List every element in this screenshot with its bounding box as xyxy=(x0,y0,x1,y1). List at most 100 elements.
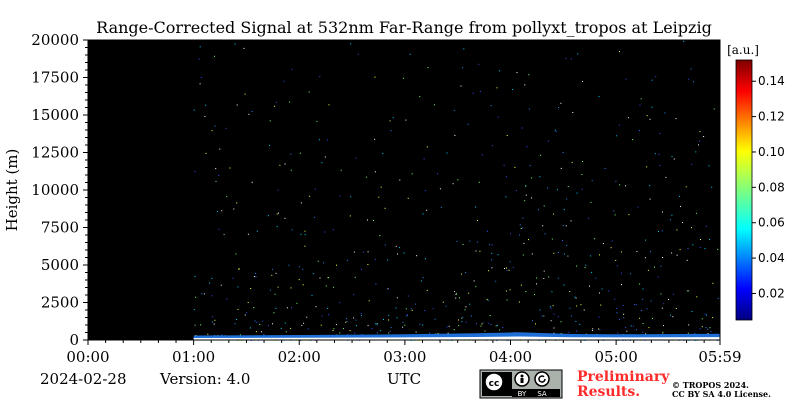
signal-speckle xyxy=(645,239,646,241)
signal-speckle xyxy=(339,332,341,334)
signal-speckle xyxy=(700,239,701,240)
signal-speckle xyxy=(407,295,409,297)
signal-speckle xyxy=(711,186,713,188)
signal-speckle xyxy=(705,327,707,329)
signal-speckle xyxy=(203,293,205,295)
signal-speckle xyxy=(255,331,257,333)
signal-speckle xyxy=(422,277,424,279)
signal-speckle xyxy=(699,328,701,330)
signal-speckle xyxy=(522,217,524,219)
signal-speckle xyxy=(570,315,572,317)
signal-speckle xyxy=(582,161,584,162)
signal-speckle xyxy=(532,320,533,322)
signal-speckle xyxy=(468,292,470,294)
signal-speckle xyxy=(497,116,499,118)
signal-speckle xyxy=(523,242,525,244)
signal-speckle xyxy=(712,282,714,284)
signal-speckle xyxy=(324,231,326,233)
signal-speckle xyxy=(680,205,681,207)
colorbar-tick-label: 0.14 xyxy=(758,74,785,88)
signal-speckle xyxy=(415,331,417,333)
signal-speckle xyxy=(611,240,613,242)
sa-icon xyxy=(534,371,550,387)
signal-speckle xyxy=(475,206,476,208)
signal-speckle xyxy=(215,168,217,170)
signal-speckle xyxy=(234,43,236,45)
colorbar-tick-label: 0.04 xyxy=(758,251,785,265)
signal-speckle xyxy=(209,282,211,284)
signal-speckle xyxy=(650,250,651,252)
signal-speckle xyxy=(238,268,240,270)
signal-speckle xyxy=(671,252,673,254)
signal-speckle xyxy=(472,92,474,94)
signal-speckle xyxy=(273,105,275,107)
signal-speckle xyxy=(326,139,328,141)
signal-speckle xyxy=(591,180,593,182)
signal-speckle xyxy=(640,98,642,100)
signal-speckle xyxy=(415,303,417,305)
signal-speckle xyxy=(268,325,269,327)
signal-speckle xyxy=(683,40,685,42)
signal-speckle xyxy=(419,96,421,98)
signal-speckle xyxy=(377,332,378,334)
signal-speckle xyxy=(675,118,677,120)
signal-speckle xyxy=(699,131,701,133)
signal-speckle xyxy=(508,269,510,271)
svg-text:BY: BY xyxy=(518,390,527,398)
signal-speckle xyxy=(529,165,531,167)
signal-speckle xyxy=(226,196,228,198)
signal-speckle xyxy=(448,325,450,327)
signal-speckle xyxy=(353,251,355,253)
signal-speckle xyxy=(663,303,665,305)
signal-speckle xyxy=(349,215,351,217)
signal-speckle xyxy=(516,72,518,74)
signal-speckle xyxy=(599,329,601,330)
signal-speckle xyxy=(277,189,279,191)
signal-speckle xyxy=(481,323,483,325)
signal-speckle xyxy=(232,277,234,279)
signal-speckle xyxy=(679,249,681,251)
signal-speckle xyxy=(503,164,505,166)
signal-speckle xyxy=(199,83,201,85)
signal-speckle xyxy=(660,293,662,295)
signal-speckle xyxy=(698,140,700,142)
signal-speckle xyxy=(608,290,610,292)
signal-speckle xyxy=(619,51,620,53)
signal-speckle xyxy=(645,333,646,335)
signal-speckle xyxy=(284,217,286,219)
signal-speckle xyxy=(229,167,231,169)
signal-speckle xyxy=(510,233,511,235)
signal-speckle xyxy=(225,127,227,129)
signal-speckle xyxy=(285,331,287,333)
signal-speckle xyxy=(664,112,666,114)
signal-speckle xyxy=(687,332,689,334)
signal-speckle xyxy=(691,311,693,312)
signal-speckle xyxy=(332,229,334,231)
signal-speckle xyxy=(278,212,279,214)
signal-speckle xyxy=(271,274,273,276)
preliminary-label-1: Preliminary xyxy=(577,369,670,385)
signal-speckle xyxy=(205,152,207,154)
signal-speckle xyxy=(660,265,662,267)
signal-speckle xyxy=(296,302,298,304)
signal-speckle xyxy=(642,323,644,324)
signal-speckle xyxy=(460,85,462,87)
signal-speckle xyxy=(354,332,356,334)
signal-speckle xyxy=(650,300,652,302)
signal-speckle xyxy=(539,309,541,311)
signal-speckle xyxy=(378,196,380,198)
signal-speckle xyxy=(314,216,316,218)
signal-speckle xyxy=(675,308,677,309)
cc-license-badge: cc BY SA xyxy=(479,369,563,399)
signal-speckle xyxy=(458,297,460,299)
signal-speckle xyxy=(360,313,362,315)
y-tick-label: 12500 xyxy=(31,144,79,162)
signal-speckle xyxy=(235,253,237,255)
signal-speckle xyxy=(239,334,241,336)
signal-speckle xyxy=(211,130,213,132)
signal-speckle xyxy=(426,146,428,148)
signal-speckle xyxy=(577,53,579,55)
signal-speckle xyxy=(695,212,697,214)
signal-speckle xyxy=(695,151,697,153)
signal-speckle xyxy=(621,284,622,286)
